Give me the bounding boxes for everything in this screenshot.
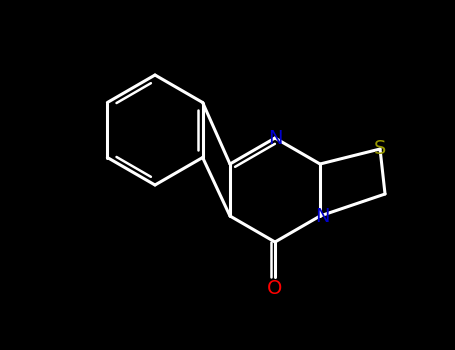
Text: O: O — [268, 280, 283, 299]
Text: N: N — [315, 206, 329, 225]
Text: N: N — [268, 128, 282, 147]
Text: S: S — [374, 140, 386, 159]
